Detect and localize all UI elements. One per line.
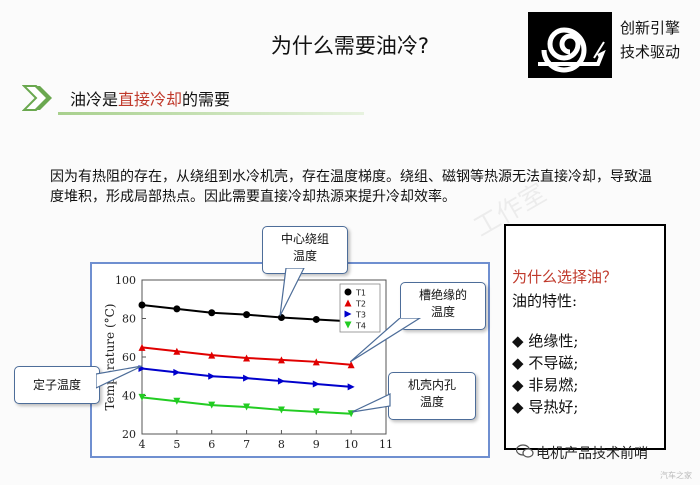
- callout-line: 温度: [430, 305, 455, 319]
- footer-source: 电机产品技术前哨: [536, 446, 648, 462]
- data-point: [138, 301, 146, 309]
- property-item: ◆ 绝缘性;: [512, 332, 579, 350]
- data-point: [347, 361, 355, 369]
- callout-line: 槽绝缘的: [418, 288, 467, 302]
- x-tick-label: 5: [173, 438, 180, 451]
- data-point: [138, 393, 146, 401]
- y-tick-label: 60: [122, 351, 136, 364]
- data-point: [312, 315, 320, 323]
- data-point: [347, 383, 355, 391]
- data-point: [312, 358, 320, 366]
- data-point: [208, 401, 216, 409]
- callout-pointer-stator: [96, 365, 143, 389]
- legend-label-T1: T1: [355, 289, 366, 298]
- data-point: [208, 309, 216, 317]
- oil-properties-panel: [504, 224, 666, 450]
- callout-line: 温度: [292, 249, 317, 263]
- y-tick-label: 20: [122, 428, 136, 441]
- callout-housing-hole: 机壳内孔 温度: [388, 372, 476, 420]
- property-item: ◆ 不导磁;: [512, 354, 579, 372]
- property-item: ◆ 导热好;: [512, 398, 579, 416]
- snail-logo: [528, 12, 612, 78]
- callout-line: 定子温度: [32, 378, 81, 392]
- section-title: 油冷是直接冷却的需要: [70, 86, 230, 110]
- brand-line-2: 技术驱动: [620, 43, 681, 61]
- property-item: ◆ 非易燃;: [512, 376, 579, 394]
- diamond-bullet-icon: ◆: [512, 376, 524, 394]
- data-point: [138, 343, 146, 351]
- temperature-chart: 4 5 6 7 8 9 10 11 20 40 60 80 100 Temperature (°C) T1…: [103, 274, 393, 451]
- data-point: [243, 374, 251, 382]
- y-tick-label: 100: [115, 274, 136, 287]
- callout-line: 中心绕组: [280, 232, 329, 246]
- data-point: [312, 408, 320, 416]
- data-point: [243, 403, 251, 411]
- data-point: [208, 372, 216, 380]
- x-tick-label: 9: [313, 438, 320, 451]
- callout-pointer-housing: [352, 393, 391, 413]
- x-tick-label: 4: [139, 438, 146, 451]
- callout-center-winding: 中心绕组 温度: [262, 226, 348, 274]
- data-point: [344, 310, 352, 318]
- diamond-bullet-icon: ◆: [512, 332, 524, 350]
- data-point: [344, 321, 352, 329]
- section-underline: [58, 112, 364, 115]
- chevron-right-icon: [21, 85, 52, 111]
- data-point: [344, 299, 352, 307]
- section-highlight: 直接冷却: [118, 90, 183, 109]
- side-panel-subtitle: 油的特性:: [512, 292, 578, 310]
- x-tick-label: 11: [379, 438, 393, 451]
- section-prefix: 油冷是: [70, 90, 119, 109]
- data-point: [312, 380, 320, 388]
- body-paragraph: 因为有热阻的存在，从绕组到水冷机壳，存在温度梯度。绕组、磁钢等热源无法直接冷却，…: [50, 169, 652, 205]
- section-header: [21, 84, 368, 112]
- data-point: [277, 377, 285, 385]
- side-panel-question: 为什么选择油？: [512, 268, 618, 286]
- y-tick-label: 40: [122, 390, 136, 403]
- callout-pointer-center: [279, 268, 305, 317]
- legend-label-T4: T4: [355, 322, 366, 331]
- diamond-bullet-icon: ◆: [512, 398, 524, 416]
- callout-line: 机壳内孔: [407, 378, 456, 392]
- data-point: [344, 288, 352, 296]
- callout-slot-insulation: 槽绝缘的 温度: [400, 282, 486, 330]
- data-point: [173, 347, 181, 355]
- data-point: [243, 354, 251, 362]
- data-point: [173, 305, 181, 313]
- section-suffix: 的需要: [182, 90, 231, 109]
- x-tick-label: 10: [344, 438, 358, 451]
- legend-label-T3: T3: [355, 311, 366, 320]
- brand-line-1: 创新引擎: [620, 19, 681, 37]
- data-point: [243, 311, 251, 319]
- x-tick-label: 6: [208, 438, 215, 451]
- data-point: [277, 356, 285, 364]
- wechat-icon: [516, 444, 534, 458]
- y-tick-label: 80: [122, 313, 136, 326]
- data-point: [173, 397, 181, 405]
- brand-slogan: 创新引擎 技术驱动: [620, 16, 680, 64]
- callout-pointer-slot: [350, 318, 422, 363]
- watermark: 汽车之家: [660, 471, 692, 480]
- data-point: [277, 406, 285, 414]
- data-point: [208, 351, 216, 359]
- page-title: 为什么需要油冷?: [270, 34, 430, 58]
- callout-line: 温度: [419, 395, 444, 409]
- diamond-bullet-icon: ◆: [512, 354, 524, 372]
- y-axis-label: Temperature (°C): [103, 304, 117, 411]
- callout-stator: 定子温度: [14, 366, 100, 404]
- data-point: [173, 368, 181, 376]
- x-tick-label: 7: [243, 438, 250, 451]
- x-tick-label: 8: [278, 438, 285, 451]
- legend-label-T2: T2: [355, 300, 366, 309]
